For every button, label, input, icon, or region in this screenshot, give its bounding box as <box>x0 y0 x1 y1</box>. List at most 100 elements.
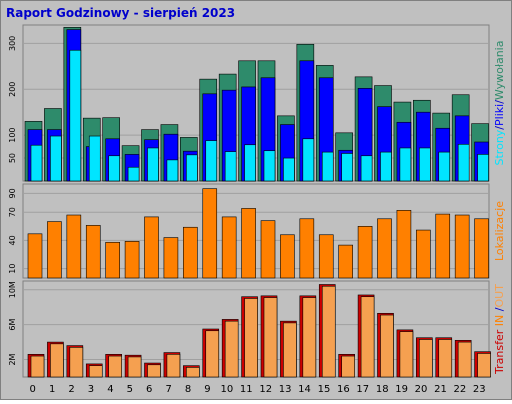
x-tick-label: 16 <box>337 384 350 395</box>
bar-middle-s0 <box>124 241 140 279</box>
right-axis-label-part: / <box>493 307 506 311</box>
bar-top-s2 <box>302 138 315 182</box>
x-tick-label: 8 <box>185 384 191 395</box>
bar-top-s2 <box>263 150 276 182</box>
x-tick-label: 2 <box>68 384 74 395</box>
bar-top-s2 <box>69 49 82 182</box>
bar-bottom-s1 <box>302 297 317 378</box>
bar-bottom-s1 <box>30 355 45 378</box>
y-tick-label: 90 <box>8 188 17 198</box>
bar-middle-s0 <box>27 233 43 279</box>
bar-bottom-s1 <box>457 341 472 378</box>
y-tick-label: 10M <box>8 281 17 298</box>
right-axis-label-bottom: Transfer IN /OUT <box>493 284 506 375</box>
bar-middle-s0 <box>260 220 276 279</box>
x-tick-label: 5 <box>127 384 133 395</box>
y-tick-label: 50 <box>8 153 17 163</box>
right-axis-label-top: Strony/Pliki/Wywołania <box>493 41 506 166</box>
bar-middle-s0 <box>454 214 470 279</box>
bar-middle-s0 <box>377 218 392 279</box>
y-tick-label: 70 <box>8 207 17 217</box>
x-tick-label: 20 <box>415 384 428 395</box>
bar-bottom-s1 <box>205 330 220 378</box>
x-tick-label: 18 <box>376 384 389 395</box>
bar-bottom-s1 <box>88 365 103 378</box>
bar-bottom-s1 <box>399 331 414 378</box>
bar-top-s2 <box>399 147 412 182</box>
y-tick-label: 6M <box>8 319 17 331</box>
bar-bottom-s1 <box>341 355 355 378</box>
x-tick-label: 21 <box>434 384 447 395</box>
x-tick-label: 3 <box>88 384 94 395</box>
bar-top-s2 <box>30 144 43 182</box>
x-tick-label: 13 <box>279 384 292 395</box>
bar-middle-s0 <box>338 244 353 279</box>
bar-middle-s0 <box>435 213 451 279</box>
x-tick-label: 4 <box>107 384 113 395</box>
right-axis-label-part: Wywołania <box>493 41 506 101</box>
x-tick-label: 23 <box>473 384 486 395</box>
y-tick-label: 100 <box>8 127 17 142</box>
bar-bottom-s1 <box>321 285 336 378</box>
bar-top-s2 <box>88 135 101 182</box>
x-tick-label: 12 <box>259 384 272 395</box>
bar-bottom-s1 <box>419 339 433 378</box>
bar-top-s2 <box>244 144 256 182</box>
y-tick-label: 2M <box>8 353 17 365</box>
bar-middle-s0 <box>105 241 120 279</box>
bar-bottom-s1 <box>244 298 258 378</box>
right-axis-label-part: OUT <box>493 284 506 308</box>
bar-bottom-s1 <box>69 347 84 378</box>
bar-middle-s0 <box>357 226 373 279</box>
bar-middle-s0 <box>474 218 489 279</box>
bar-middle-s0 <box>318 234 334 279</box>
bar-bottom-s1 <box>477 353 491 378</box>
x-tick-label: 6 <box>146 384 152 395</box>
bar-middle-s0 <box>396 210 412 279</box>
bar-top-s2 <box>166 159 179 182</box>
x-axis-labels: 0 1 2 3 4 5 6 7 8 9 10 11 12 13 14 15 16 17 18 19 20 21 22 23 <box>30 384 486 395</box>
bar-middle-s0 <box>241 208 256 279</box>
bar-top-s2 <box>341 153 353 182</box>
bar-top-s2 <box>419 147 431 182</box>
x-tick-label: 9 <box>204 384 210 395</box>
right-axis-label-part: Lokalizacje <box>493 201 506 261</box>
bar-bottom-s1 <box>438 339 453 378</box>
bar-bottom-s1 <box>360 296 375 378</box>
bar-top-s2 <box>360 155 373 182</box>
right-axis-label-part: / <box>493 126 506 130</box>
bar-top-s2 <box>457 143 470 182</box>
bar-bottom-s1 <box>147 364 161 378</box>
y-tick-label: 300 <box>8 36 17 51</box>
chart-title: Raport Godzinowy - sierpień 2023 <box>6 6 235 20</box>
bar-middle-s0 <box>280 234 295 279</box>
panel-frame-top <box>22 24 490 182</box>
x-tick-label: 15 <box>318 384 331 395</box>
bar-top-s2 <box>50 135 62 182</box>
bar-bottom-s1 <box>186 367 200 378</box>
bar-middle-s0 <box>299 218 315 279</box>
bar-middle-s0 <box>144 216 159 279</box>
right-axis-label-part: Pliki <box>493 104 506 126</box>
x-tick-label: 1 <box>49 384 55 395</box>
bar-bottom-s1 <box>166 354 181 378</box>
bar-middle-s0 <box>66 214 82 279</box>
panel-frame-middle <box>22 183 490 279</box>
bar-middle-s0 <box>163 237 179 279</box>
right-axis-label-part: IN <box>493 311 506 329</box>
bar-top-s2 <box>186 154 198 182</box>
x-tick-label: 19 <box>395 384 408 395</box>
bar-middle-s0 <box>221 216 237 279</box>
bar-top-s2 <box>147 147 159 182</box>
chart-panels: 50100200300Strony/Pliki/Wywołania1040709… <box>8 24 506 378</box>
bar-top-s2 <box>477 154 489 182</box>
x-tick-label: 14 <box>298 384 311 395</box>
bar-top-s2 <box>438 151 451 182</box>
bar-top-s2 <box>108 155 120 182</box>
right-axis-label-middle: Lokalizacje <box>493 201 506 261</box>
bar-bottom-s1 <box>283 322 297 378</box>
panel-bottom: 2M 6M 10M Transfer IN /OUT <box>8 280 506 378</box>
